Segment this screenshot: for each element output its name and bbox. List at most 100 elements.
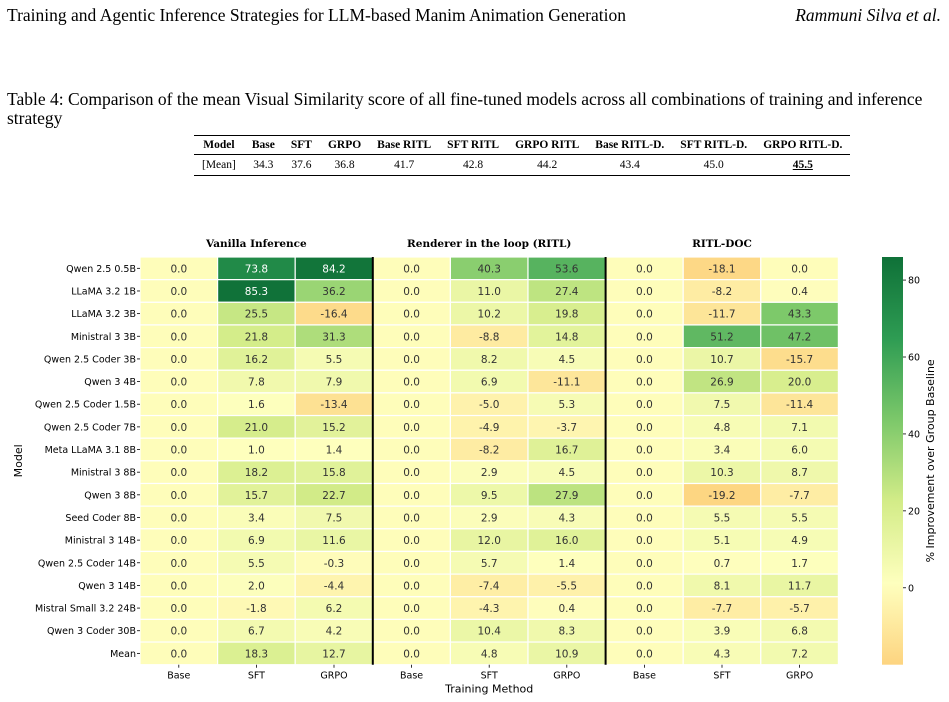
cell-label: 5.1 (714, 535, 731, 547)
cell-label: 12.7 (322, 648, 345, 660)
cell-label: 0.0 (170, 309, 187, 321)
cell-label: 5.5 (248, 558, 265, 570)
cell-label: 43.3 (788, 309, 811, 321)
x-tick-label: GRPO (786, 671, 813, 682)
colorbar-tick-label: 0 (908, 583, 914, 594)
cell-label: 0.0 (170, 331, 187, 343)
cell-label: 0.0 (170, 422, 187, 434)
heatmap-cell (760, 641, 839, 666)
cell-label: 0.0 (403, 603, 420, 615)
cell-label: -5.5 (557, 580, 578, 592)
cell-label: 6.0 (791, 445, 808, 457)
cell-label: 0.0 (403, 286, 420, 298)
cell-label: -4.4 (324, 580, 345, 592)
y-tick-label: Mean (110, 649, 136, 660)
cell-label: 0.0 (636, 648, 653, 660)
col-header: SFT RITL (447, 139, 500, 151)
cell-label: 9.5 (481, 490, 498, 502)
y-tick-label: Qwen 2.5 Coder 1.5B (35, 400, 136, 411)
cell-label: 18.2 (245, 467, 268, 479)
cell-label: 1.7 (791, 558, 808, 570)
cell-label: 0.0 (170, 490, 187, 502)
cell-label: 0.0 (403, 626, 420, 638)
cell-label: 2.9 (481, 512, 498, 524)
cell-label: 0.0 (636, 445, 653, 457)
cell-label: 0.0 (636, 422, 653, 434)
cell-label: 0.0 (403, 263, 420, 275)
cell-label: -18.1 (708, 263, 735, 275)
x-tick-label: Base (400, 671, 423, 682)
cell-label: 27.9 (555, 490, 578, 502)
cell-label: 7.8 (248, 377, 265, 389)
y-tick-label: Seed Coder 8B (65, 513, 136, 524)
x-tick-label: GRPO (553, 671, 580, 682)
cell-label: -8.2 (479, 445, 500, 457)
cell-label: -3.7 (557, 422, 578, 434)
cell-label: 0.0 (636, 512, 653, 524)
cell-label: -11.7 (708, 309, 735, 321)
cell-label: -5.7 (789, 603, 810, 615)
cell-label: 0.0 (403, 512, 420, 524)
y-tick-label: Qwen 2.5 0.5B (66, 264, 136, 275)
cell-label: 0.0 (170, 648, 187, 660)
cell-label: 12.0 (478, 535, 501, 547)
cell-label: 0.0 (403, 354, 420, 366)
cell-label: 0.0 (170, 263, 187, 275)
col-header: Base (251, 139, 275, 151)
cell-label: -13.4 (320, 399, 347, 411)
group-title: Vanilla Inference (205, 238, 307, 250)
cell-label: 0.0 (170, 377, 187, 389)
cell-label: 0.0 (403, 399, 420, 411)
cell-label: 0.0 (403, 648, 420, 660)
cell-label: 0.4 (558, 603, 575, 615)
cell-label: 4.5 (558, 354, 575, 366)
cell-label: 0.0 (403, 580, 420, 592)
cell-label: 0.0 (636, 603, 653, 615)
x-tick-label: SFT (248, 671, 265, 682)
x-axis-title: Training Method (444, 683, 533, 696)
cell-label: 0.0 (636, 558, 653, 570)
cell-label: 2.9 (481, 467, 498, 479)
cell-label: -7.7 (712, 603, 733, 615)
cell-label: 0.0 (170, 535, 187, 547)
cell-label: -7.4 (479, 580, 500, 592)
cell-label: 0.0 (403, 558, 420, 570)
colorbar-tick-label: 20 (908, 506, 920, 517)
cell-label: 6.9 (248, 535, 265, 547)
y-tick-label: LLaMA 3.2 3B (71, 309, 136, 320)
cell-label: 0.0 (170, 467, 187, 479)
cell-label: 16.7 (555, 445, 578, 457)
cell-label: 21.8 (245, 331, 268, 343)
y-tick-label: LLaMA 3.2 1B (71, 286, 136, 297)
x-tick-label: SFT (713, 671, 730, 682)
cell-label: 0.0 (636, 331, 653, 343)
cell-label: 10.9 (555, 648, 578, 660)
cell-label: 53.6 (555, 263, 579, 275)
table-cell: 43.4 (619, 159, 640, 171)
cell-label: 0.0 (636, 467, 653, 479)
cell-label: 31.3 (322, 331, 345, 343)
x-tick-label: Base (167, 671, 190, 682)
cell-label: 0.0 (170, 399, 187, 411)
table-cell: 44.2 (537, 159, 558, 171)
cell-label: 11.6 (322, 535, 346, 547)
cell-label: 0.0 (636, 399, 653, 411)
cell-label: 5.5 (791, 512, 808, 524)
cell-label: -8.8 (479, 331, 500, 343)
cell-label: 16.0 (555, 535, 578, 547)
cell-label: 15.7 (245, 490, 268, 502)
cell-label: -15.7 (786, 354, 813, 366)
group-title: RITL-DOC (692, 238, 752, 250)
cell-label: 27.4 (555, 286, 579, 298)
cell-label: 11.7 (788, 580, 811, 592)
cell-label: -4.3 (479, 603, 500, 615)
table-cell: 36.8 (334, 159, 355, 171)
cell-label: 5.5 (326, 354, 343, 366)
colorbar-title: % Improvement over Group Baseline (924, 359, 937, 562)
cell-label: -19.2 (708, 490, 735, 502)
y-tick-label: Qwen 3 4B (84, 377, 136, 388)
cell-label: 6.7 (248, 626, 265, 638)
cell-label: 0.0 (170, 354, 187, 366)
cell-label: 10.7 (710, 354, 733, 366)
cell-label: 8.2 (481, 354, 498, 366)
